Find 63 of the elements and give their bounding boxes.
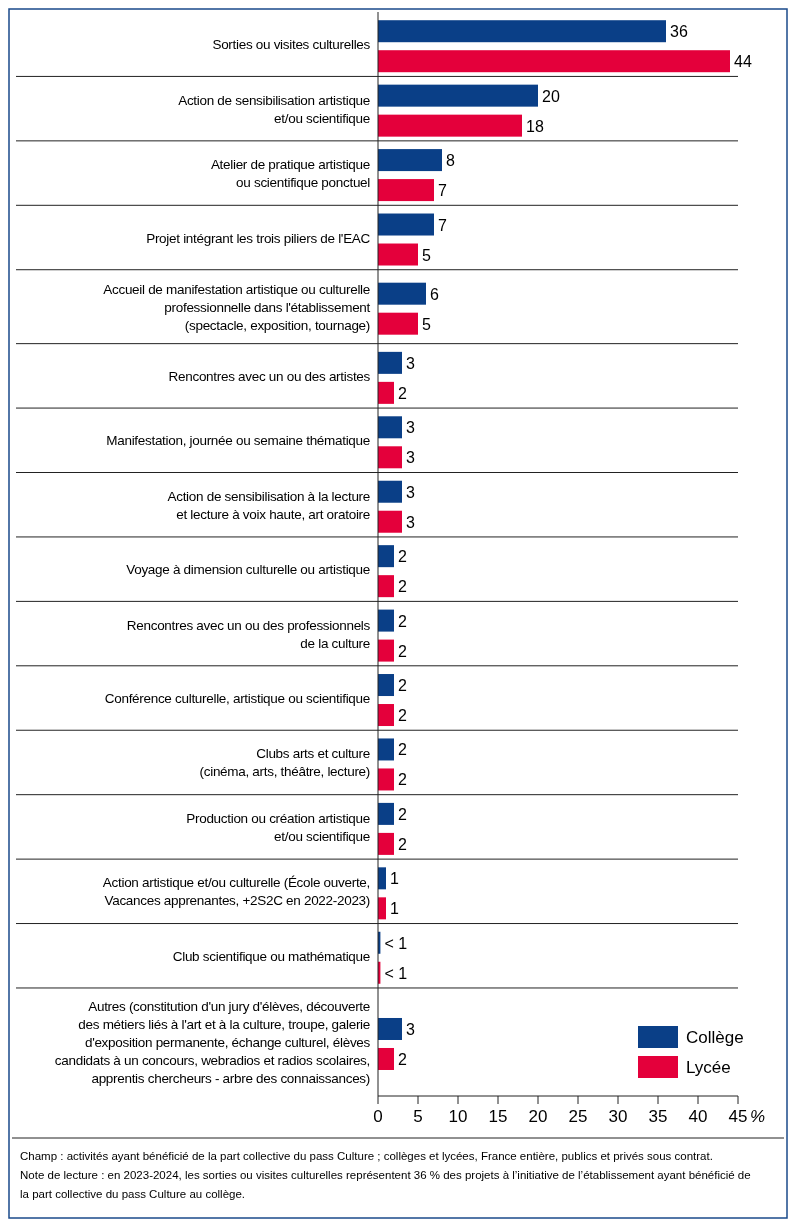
data-label: 20	[542, 87, 560, 105]
y-tick-label: Autres (constitution d'un jury d'élèves, découverte des métiers liés à l'art et à la culture, troupe, galerie d'exposition permanente, échange culturel, élèves candidats à un concours, webradios et radios scolaires, apprentis chercheurs - arbre des connaissances)	[54, 998, 371, 1086]
data-label: 6	[430, 285, 439, 303]
y-tick-label: Action de sensibilisation artistique et/ou scientifique	[178, 92, 370, 126]
y-tick-label: Action de sensibilisation à la lecture et lecture à voix haute, art oratoire	[167, 488, 370, 522]
data-label: 2	[398, 548, 407, 566]
text: Champ : activités ayant bénéficié de la part collective du pass Culture ; collèges et lycées, France entière, publics et privés sous contrat.	[20, 1150, 713, 1162]
data-label: 3	[406, 1020, 415, 1038]
data-label: 2	[398, 835, 407, 853]
legend-label: Lycée	[686, 1058, 731, 1077]
data-label: 2	[398, 384, 407, 402]
x-tick-label: 15	[488, 1107, 508, 1126]
text: Note de lecture : en 2023-2024, les sorties ou visites culturelles représentent 36 % des projets à l’initiative de l’établissement ayant bénéficié de la part collective du pass Culture au collège.	[20, 1169, 751, 1200]
data-label: 36	[670, 23, 688, 41]
data-label: 2	[398, 578, 407, 596]
y-tick-label: Voyage à dimension culturelle ou artistique	[126, 562, 370, 578]
data-label: 1	[390, 870, 399, 888]
x-tick-label: 40	[688, 1107, 708, 1126]
data-label: 2	[398, 707, 407, 725]
data-label: < 1	[384, 964, 408, 982]
x-tick-label: 45	[728, 1107, 748, 1126]
data-label: 3	[406, 483, 415, 501]
x-tick-label: 30	[608, 1107, 628, 1126]
data-label: 3	[406, 354, 415, 372]
data-label: 3	[406, 513, 415, 531]
data-label: < 1	[384, 934, 408, 952]
y-tick-label: Action artistique et/ou culturelle (École ouverte, Vacances apprenantes, +2S2C en 2022-2023)	[102, 875, 370, 909]
y-tick-label: Rencontres avec un ou des artistes	[168, 368, 371, 384]
data-label: 2	[398, 1050, 407, 1068]
data-label: 7	[438, 216, 447, 234]
data-label: 3	[406, 419, 415, 437]
x-axis-title: %	[750, 1107, 766, 1126]
y-tick-label: Manifestation, journée ou semaine thématique	[106, 433, 370, 449]
y-tick-label: Rencontres avec un ou des professionnels de la culture	[126, 617, 371, 651]
data-label: 2	[398, 612, 407, 630]
data-label: 2	[398, 771, 407, 789]
y-tick-label: Production ou création artistique et/ou scientifique	[186, 810, 370, 844]
y-tick-label: Accueil de manifestation artistique ou culturelle professionnelle dans l'établissement (spectacle, exposition, tournage)	[103, 281, 371, 333]
data-label: 1	[390, 900, 399, 918]
y-tick-label: Projet intégrant les trois piliers de l'EAC	[146, 230, 371, 246]
data-label: 2	[398, 805, 407, 823]
data-label: 7	[438, 182, 447, 200]
x-tick-label: 0	[373, 1107, 383, 1126]
data-label: 2	[398, 677, 407, 695]
data-label: 2	[398, 741, 407, 759]
data-label: 2	[398, 642, 407, 660]
y-tick-label: Club scientifique ou mathématique	[172, 948, 370, 964]
data-label: 8	[446, 152, 455, 170]
y-tick-label: Clubs arts et culture (cinéma, arts, théâtre, lecture)	[199, 746, 370, 780]
data-label: 5	[422, 315, 431, 333]
legend-label: Collège	[686, 1028, 744, 1047]
x-tick-label: 10	[448, 1107, 468, 1126]
data-label: 5	[422, 246, 431, 264]
x-tick-label: 5	[413, 1107, 423, 1126]
y-tick-label: Atelier de pratique artistique ou scientifique ponctuel	[210, 157, 371, 191]
data-label: 44	[734, 53, 752, 71]
data-label: 3	[406, 449, 415, 467]
x-tick-label: 35	[648, 1107, 668, 1126]
data-label: 18	[526, 117, 544, 135]
y-tick-label: Sorties ou visites culturelles	[212, 37, 371, 53]
x-tick-label: 20	[528, 1107, 548, 1126]
x-tick-label: 25	[568, 1107, 588, 1126]
y-tick-label: Conférence culturelle, artistique ou scientifique	[104, 691, 370, 707]
